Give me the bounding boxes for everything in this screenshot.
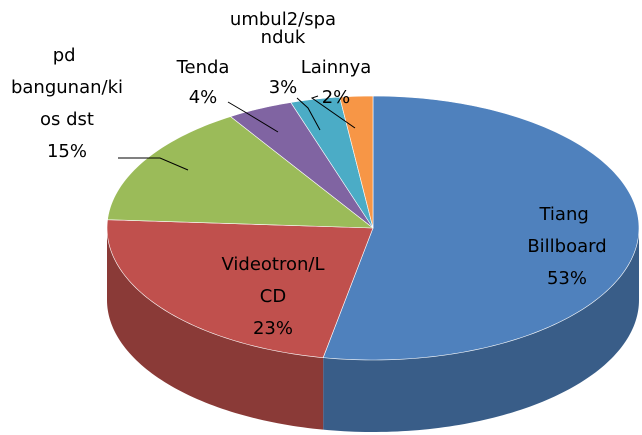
leader-line bbox=[296, 97, 321, 131]
pie-slice bbox=[107, 116, 374, 229]
slice-value-label: 23% bbox=[253, 318, 293, 339]
slice-label: Videotron/L CD bbox=[221, 254, 324, 307]
slice-value-label: 3% bbox=[269, 77, 298, 98]
slice-value-label: 53% bbox=[547, 268, 587, 289]
slice-label: umbul2/spa nduk bbox=[230, 9, 336, 48]
pie-slice bbox=[339, 95, 374, 229]
slice-label: Lainnya bbox=[301, 57, 372, 78]
pie-slice bbox=[229, 102, 374, 229]
pie-slice bbox=[290, 96, 374, 229]
slice-value-label: 15% bbox=[47, 141, 87, 162]
leader-line bbox=[118, 157, 189, 171]
slice-value-label: 2% bbox=[322, 87, 351, 108]
labels: Tiang Billboard 53% Videotron/L CD 23% pd ban… bbox=[11, 9, 607, 339]
pie-sides bbox=[107, 228, 639, 432]
slice-label: Tenda bbox=[176, 57, 230, 78]
slice-label: pd bangunan/ki os dst bbox=[11, 45, 123, 130]
pie-side bbox=[323, 228, 639, 432]
leader-line bbox=[227, 101, 279, 133]
slice-label: Tiang Billboard bbox=[527, 204, 606, 257]
pie-slice bbox=[106, 219, 374, 358]
leader-line bbox=[310, 95, 356, 129]
pie-slice bbox=[322, 95, 640, 361]
pie-tops bbox=[106, 95, 640, 361]
slice-value-label: 4% bbox=[189, 87, 218, 108]
pie-side bbox=[107, 228, 324, 430]
